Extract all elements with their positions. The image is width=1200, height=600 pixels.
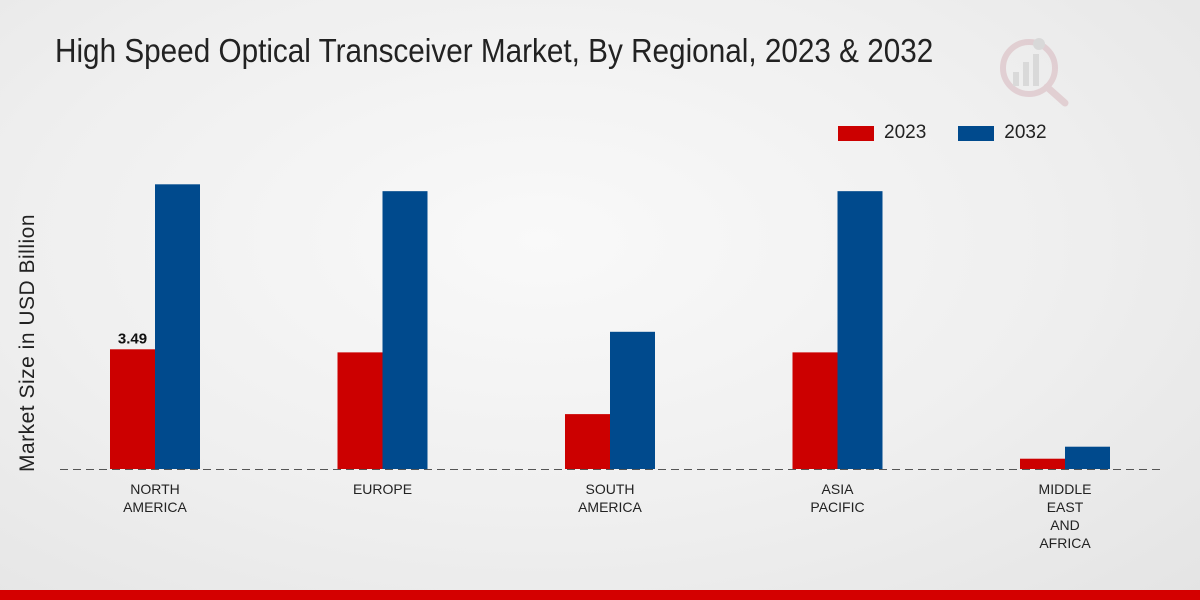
bar-2032-north-america: [155, 184, 200, 469]
bar-2032-europe: [382, 191, 428, 470]
brand-logo-icon: [995, 32, 1073, 115]
legend-item-2032: 2032: [958, 122, 1047, 144]
bar-2023-south-america: [565, 414, 610, 469]
x-tick-label-middle-east-and-africa: MIDDLE EAST AND AFRICA: [1038, 481, 1092, 551]
chart-legend: 2023 2032: [838, 122, 1079, 144]
chart-title: High Speed Optical Transceiver Market, B…: [55, 32, 934, 69]
x-tick-label-south-america: SOUTH AMERICA: [578, 481, 642, 515]
bar-2023-asia-pacific: [792, 352, 838, 469]
legend-swatch-2023: [838, 125, 874, 141]
legend-item-2023: 2023: [838, 122, 926, 144]
data-label: 3.49: [118, 330, 147, 347]
bar-2032-south-america: [610, 331, 655, 469]
bar-2032-asia-pacific: [837, 191, 883, 470]
x-tick-label-europe: EUROPE: [352, 481, 413, 497]
legend-swatch-2032: [958, 125, 995, 141]
x-tick-label-north-america: NORTH AMERICA: [123, 481, 187, 515]
x-tick-label-asia-pacific: ASIA PACIFIC: [810, 481, 865, 515]
bottom-accent-bar: [0, 590, 1200, 600]
legend-label-2023: 2023: [884, 122, 927, 143]
bar-2023-north-america: [110, 349, 155, 469]
bar-2023-europe: [337, 352, 383, 469]
bar-2032-middle-east-and-africa: [1065, 446, 1110, 469]
bar-2023-middle-east-and-africa: [1020, 458, 1065, 469]
legend-label-2032: 2032: [1004, 122, 1047, 143]
